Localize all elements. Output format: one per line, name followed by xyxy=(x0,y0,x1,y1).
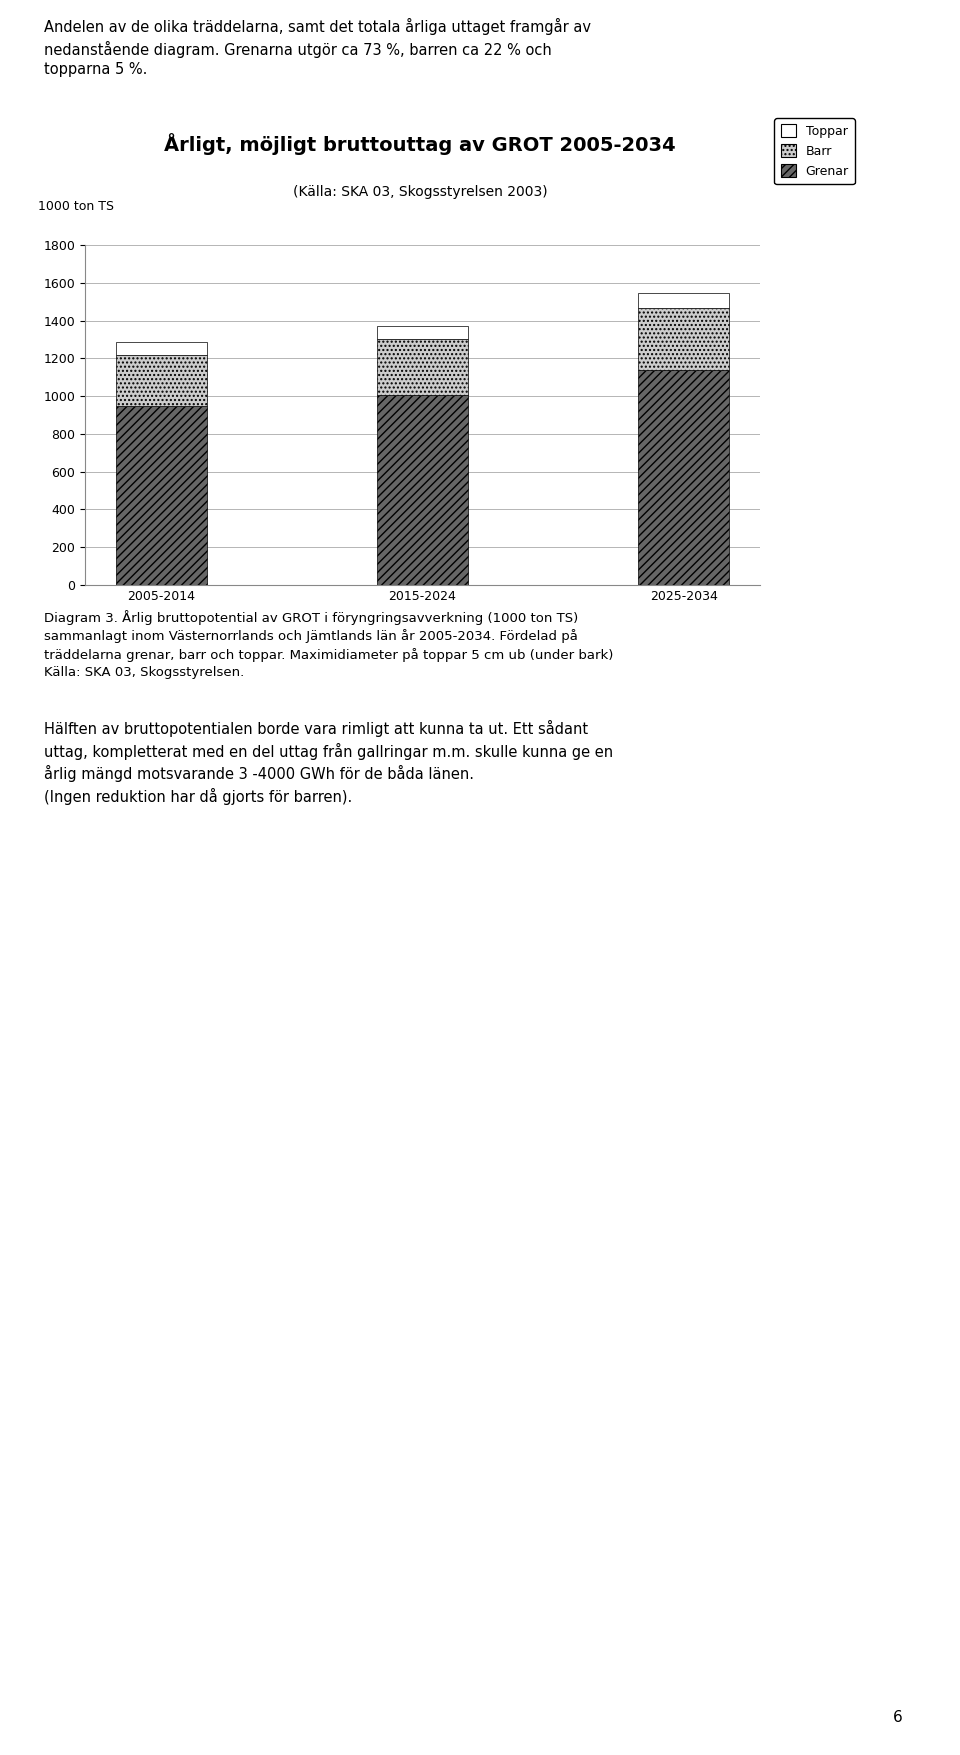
Text: 6: 6 xyxy=(893,1709,902,1725)
Legend: Toppar, Barr, Grenar: Toppar, Barr, Grenar xyxy=(775,118,854,184)
Bar xyxy=(638,293,730,309)
Bar xyxy=(638,309,730,370)
Text: Diagram 3. Årlig bruttopotential av GROT i föryngringsavverkning (1000 ton TS)
s: Diagram 3. Årlig bruttopotential av GROT… xyxy=(44,611,613,679)
Bar xyxy=(116,355,207,405)
Bar xyxy=(377,326,468,339)
Bar xyxy=(377,395,468,584)
Bar xyxy=(377,339,468,395)
Bar xyxy=(638,370,730,584)
Text: (Källa: SKA 03, Skogsstyrelsen 2003): (Källa: SKA 03, Skogsstyrelsen 2003) xyxy=(293,184,547,198)
Text: Andelen av de olika träddelarna, samt det totala årliga uttaget framgår av
nedan: Andelen av de olika träddelarna, samt de… xyxy=(44,18,591,77)
Bar xyxy=(116,405,207,584)
Text: Årligt, möjligt bruttouttag av GROT 2005-2034: Årligt, möjligt bruttouttag av GROT 2005… xyxy=(164,133,676,154)
Text: Hälften av bruttopotentialen borde vara rimligt att kunna ta ut. Ett sådant
utta: Hälften av bruttopotentialen borde vara … xyxy=(44,720,613,806)
Text: 1000 ton TS: 1000 ton TS xyxy=(38,200,114,212)
Bar xyxy=(116,342,207,355)
